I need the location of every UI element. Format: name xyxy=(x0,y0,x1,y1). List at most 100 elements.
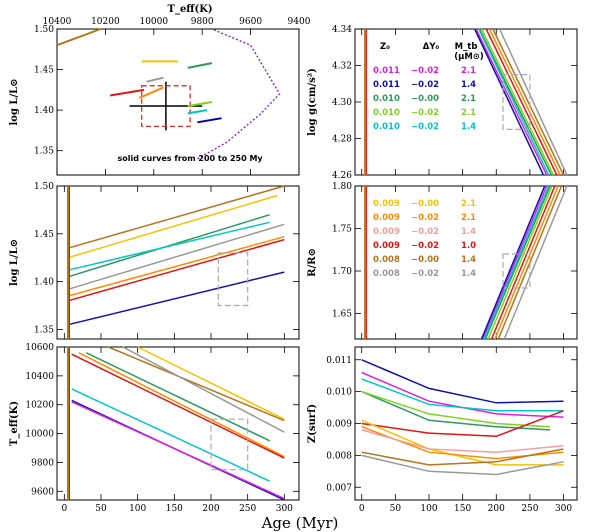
zsurf-ytick-label: 0.010 xyxy=(326,388,352,398)
hr-frame xyxy=(56,28,300,176)
radius-legend-dy: −0.00 xyxy=(411,255,439,265)
radius-series-s2 xyxy=(480,185,546,340)
logg-legend-m: 2.1 xyxy=(461,108,476,118)
radius-obs-box xyxy=(502,253,531,289)
hr-top-xlabel: T_eff(K) xyxy=(168,4,213,15)
zsurf-ytick-label: 0.009 xyxy=(326,420,352,430)
logg-legend-dy: −0.02 xyxy=(411,122,439,132)
radius-series-s6 xyxy=(490,185,556,340)
teff-frame xyxy=(56,346,300,501)
logL-ytick-label: 1.40 xyxy=(34,278,54,288)
hr-series-lightgreen xyxy=(187,101,213,108)
zsurf-ytick-label: 0.011 xyxy=(326,356,352,366)
zsurf-xtick-label: 100 xyxy=(420,504,437,514)
hr-series-cyan xyxy=(187,109,208,115)
teff-series-yellow xyxy=(137,346,285,420)
radius-legend-z: 0.009 xyxy=(373,213,400,223)
logg-obs-box xyxy=(502,74,531,130)
logg-series-s6 xyxy=(485,28,558,176)
teff-series-red xyxy=(71,353,285,459)
hr-note: solid curves from 200 to 250 My xyxy=(118,154,264,163)
logL-ytick-label: 1.50 xyxy=(34,182,54,192)
logL-series-cyan xyxy=(67,221,270,271)
radius-ylabel: R/R⊙ xyxy=(307,248,318,277)
zsurf-series-red xyxy=(361,410,564,438)
logL-ytick-label: 1.35 xyxy=(34,325,54,335)
radius-series-s1 xyxy=(482,185,548,340)
hr-ytick-label: 1.40 xyxy=(34,106,54,116)
logg-series-s9 xyxy=(498,28,568,176)
radius-series-s8 xyxy=(497,185,563,340)
logL-series-orange xyxy=(67,235,285,297)
logg-legend-m: 2.1 xyxy=(461,94,476,104)
logg-legend-m: 1.4 xyxy=(461,80,476,90)
teff-xtick-label: 150 xyxy=(166,504,183,514)
hr-top-tick-label: 9400 xyxy=(288,17,311,27)
zsurf-xtick-label: 200 xyxy=(488,504,505,514)
radius-legend-dy: −0.00 xyxy=(411,199,439,209)
radius-frame xyxy=(354,185,578,340)
zsurf-xtick-label: 250 xyxy=(521,504,538,514)
logL-series-red xyxy=(67,238,285,302)
teff-series-green xyxy=(85,352,271,442)
zsurf-xtick-label: 150 xyxy=(454,504,471,514)
hr-series-red xyxy=(110,88,145,97)
teff-series-magenta xyxy=(71,401,285,500)
hr-track-purple xyxy=(197,28,281,160)
logg-series-s7 xyxy=(488,28,561,176)
zsurf-xtick-label: 300 xyxy=(555,504,572,514)
logg-series-s5 xyxy=(478,28,550,176)
teff-ytick-label: 10400 xyxy=(25,372,54,382)
hr-series-orange xyxy=(138,86,164,99)
logg-legend-dy: −0.02 xyxy=(411,66,439,76)
teff-ytick-label: 10600 xyxy=(25,343,54,353)
teff-ytick-label: 10200 xyxy=(25,401,54,411)
zsurf-ylabel: Z(surf) xyxy=(307,404,318,443)
teff-obs-box xyxy=(210,418,249,471)
teff-xtick-label: 300 xyxy=(276,504,293,514)
logg-legend-dy: −0.02 xyxy=(411,108,439,118)
radius-legend-z: 0.009 xyxy=(373,241,400,251)
radius-ytick-label: 1.75 xyxy=(332,225,352,235)
zsurf-series-pink xyxy=(361,429,564,453)
hr-series-blue xyxy=(197,117,222,124)
logg-ytick-label: 4.34 xyxy=(332,25,352,35)
logg-ytick-label: 4.32 xyxy=(332,62,352,72)
logg-series-s4 xyxy=(480,28,555,176)
teff-series-gray xyxy=(122,346,285,433)
hr-top-tick-label: 10400 xyxy=(43,17,72,27)
hr-top-tick-label: 9800 xyxy=(191,17,214,27)
logg-series-s8 xyxy=(492,28,565,176)
logL-ylabel: log L/L⊙ xyxy=(9,239,20,286)
logg-series-s3 xyxy=(478,28,553,176)
logg-series-s1 xyxy=(475,28,548,176)
radius-series-s5 xyxy=(487,185,553,340)
zsurf-series-blue xyxy=(361,359,564,404)
shared-xlabel: Age (Myr) xyxy=(261,514,339,532)
hr-top-tick-label: 10200 xyxy=(91,17,120,27)
logg-ylabel: log g(cm/s²) xyxy=(307,68,318,136)
logL-series-brown xyxy=(67,185,285,249)
teff-xtick-label: 100 xyxy=(129,504,146,514)
logg-legend-m: 2.1 xyxy=(461,66,476,76)
teff-xtick-label: 50 xyxy=(95,504,107,514)
zsurf-ytick-label: 0.007 xyxy=(326,483,352,493)
radius-legend-m: 1.0 xyxy=(461,241,476,251)
logg-ytick-label: 4.30 xyxy=(332,98,352,108)
radius-legend-dy: −0.02 xyxy=(411,241,439,251)
logL-ytick-label: 1.45 xyxy=(34,230,54,240)
teff-ytick-label: 10000 xyxy=(25,430,54,440)
teff-ylabel: T_eff(K) xyxy=(9,401,20,446)
hr-series-green xyxy=(187,62,213,69)
zsurf-series-orange xyxy=(361,425,564,460)
teff-ytick-label: 9600 xyxy=(31,487,54,497)
radius-series-s4 xyxy=(483,185,550,340)
logg-legend-unit: (μM⊙) xyxy=(454,52,484,62)
teff-series-cyan xyxy=(71,388,271,482)
radius-legend-z: 0.008 xyxy=(373,269,400,279)
logg-ytick-label: 4.26 xyxy=(332,171,352,181)
logg-legend-z: 0.010 xyxy=(373,108,400,118)
hr-ytick-label: 1.50 xyxy=(34,25,54,35)
radius-legend-dy: −0.02 xyxy=(411,269,439,279)
